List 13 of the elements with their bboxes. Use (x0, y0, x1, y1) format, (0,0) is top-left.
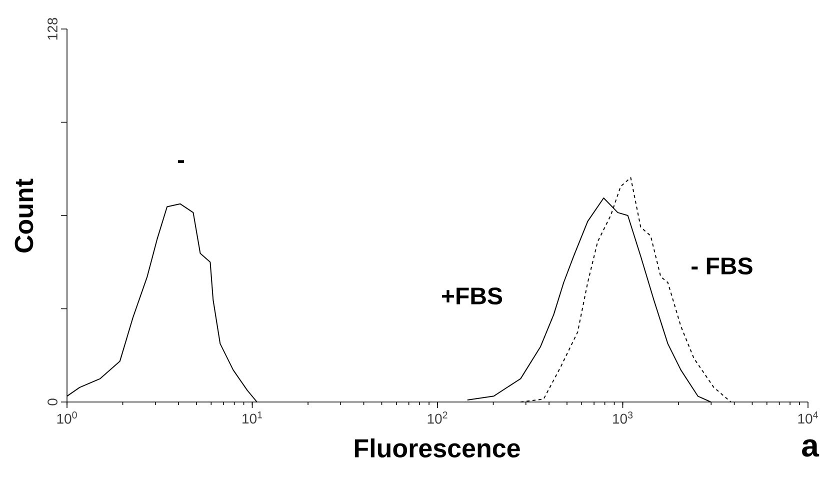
x-tick-label: 10$^{0}$ (57, 412, 77, 424)
x-tick-label: 10$^{3}$ (613, 412, 633, 424)
y-tick-label: 128 (48, 18, 58, 40)
x-axis-title: Fluorescence (354, 438, 520, 458)
text: a (802, 439, 820, 457)
x-tick-label: 10$^{4}$ (798, 412, 818, 424)
annotation: - FBS (692, 258, 752, 274)
y-tick-label: 0 (48, 398, 58, 406)
annotation: - (178, 160, 184, 164)
x-tick-label: 10$^{2}$ (428, 412, 448, 424)
annotation: +FBS (442, 288, 502, 304)
x-tick-label: 10$^{1}$ (242, 412, 262, 424)
y-axis-title: Count (14, 178, 34, 252)
